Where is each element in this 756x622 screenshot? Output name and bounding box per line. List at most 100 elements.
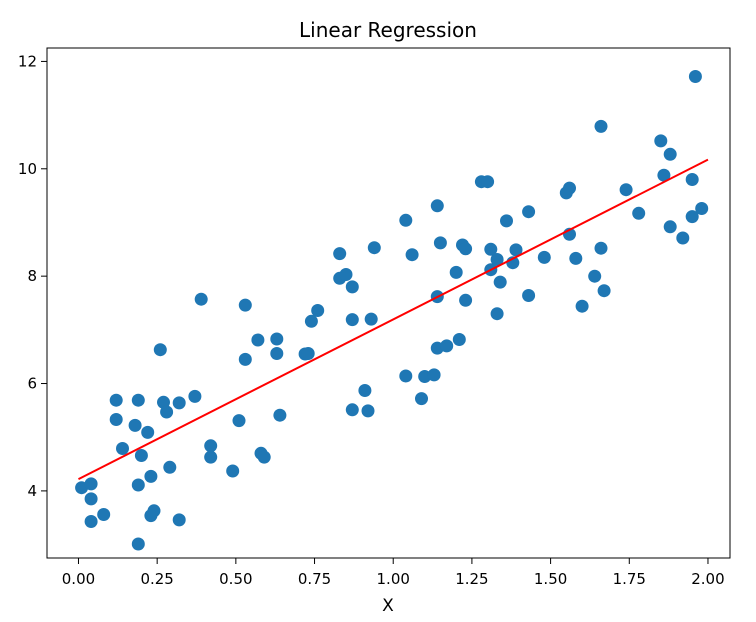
- regression-line-layer: [78, 158, 709, 480]
- data-point-90: [632, 206, 646, 220]
- data-point-71: [490, 253, 504, 266]
- x-axis-ticks: 0.00 0.25 0.50 0.75 1.00 1.25 1.50 1.75 2.00: [62, 558, 725, 588]
- data-point-62: [449, 265, 463, 279]
- data-point-77: [522, 205, 536, 219]
- data-point-19: [160, 405, 174, 419]
- data-point-73: [493, 275, 507, 289]
- data-point-13: [141, 425, 155, 439]
- data-point-17: [153, 343, 167, 357]
- data-point-23: [188, 389, 202, 403]
- data-point-3: [84, 515, 98, 528]
- data-point-87: [594, 119, 608, 133]
- data-point-30: [238, 352, 252, 366]
- data-point-92: [657, 168, 671, 182]
- data-point-51: [399, 213, 413, 227]
- data-point-38: [301, 347, 315, 360]
- regression-line: [78, 158, 709, 480]
- data-point-40: [311, 304, 325, 317]
- data-point-98: [688, 70, 702, 83]
- data-point-96: [685, 173, 699, 186]
- data-point-5: [109, 393, 123, 407]
- data-point-50: [367, 241, 381, 255]
- data-point-24: [194, 292, 208, 306]
- x-tick-label: 1.25: [455, 570, 488, 588]
- data-point-12: [134, 449, 148, 462]
- data-point-78: [522, 289, 536, 302]
- x-tick-label: 0.75: [298, 570, 331, 588]
- data-point-79: [537, 250, 551, 264]
- data-point-35: [270, 347, 284, 360]
- data-point-33: [257, 450, 271, 464]
- data-point-56: [427, 368, 441, 382]
- data-point-25: [204, 439, 218, 453]
- data-point-83: [569, 251, 583, 265]
- data-point-21: [172, 396, 186, 410]
- data-point-36: [273, 408, 287, 422]
- x-tick-label: 2.00: [691, 570, 724, 588]
- data-point-47: [358, 384, 372, 397]
- data-point-6: [109, 413, 123, 426]
- chart-title: Linear Regression: [299, 18, 477, 42]
- x-tick-label: 0.00: [62, 570, 95, 588]
- data-point-68: [481, 175, 495, 189]
- data-point-53: [405, 248, 419, 262]
- data-point-28: [232, 414, 246, 428]
- data-point-69: [484, 242, 498, 256]
- y-tick-label: 6: [27, 375, 37, 393]
- x-tick-label: 0.25: [140, 570, 173, 588]
- data-point-91: [654, 134, 668, 148]
- data-point-84: [575, 299, 589, 313]
- data-point-89: [619, 183, 633, 197]
- data-point-65: [459, 242, 473, 256]
- data-point-76: [509, 243, 523, 257]
- data-point-97: [685, 210, 699, 224]
- y-tick-label: 12: [18, 52, 37, 70]
- data-point-27: [226, 464, 240, 478]
- x-axis-label: X: [382, 596, 394, 616]
- data-point-72: [490, 307, 504, 321]
- data-point-2: [84, 492, 98, 506]
- y-tick-label: 8: [27, 267, 37, 285]
- data-point-44: [345, 280, 359, 294]
- y-tick-label: 4: [27, 482, 37, 500]
- data-point-54: [415, 392, 428, 406]
- data-point-81: [563, 181, 576, 195]
- data-point-49: [364, 312, 378, 326]
- data-point-63: [452, 333, 466, 346]
- data-point-29: [238, 298, 252, 312]
- data-point-1: [84, 477, 98, 491]
- data-point-66: [459, 293, 473, 307]
- data-point-57: [430, 199, 444, 213]
- x-tick-label: 1.75: [613, 570, 646, 588]
- data-point-7: [116, 442, 129, 455]
- y-axis-ticks: 4 6 8 10 12: [18, 52, 47, 500]
- data-point-41: [333, 247, 347, 261]
- data-point-46: [345, 403, 359, 417]
- data-point-4: [97, 508, 111, 521]
- data-point-34: [270, 332, 284, 346]
- data-point-95: [676, 231, 690, 245]
- data-point-16: [144, 509, 158, 523]
- data-point-86: [594, 241, 608, 255]
- x-tick-label: 1.50: [534, 570, 567, 588]
- data-points: [75, 70, 709, 551]
- data-point-99: [695, 202, 709, 215]
- data-point-94: [663, 220, 677, 234]
- data-point-20: [163, 460, 177, 474]
- data-point-74: [500, 214, 513, 228]
- data-point-9: [131, 393, 145, 407]
- data-point-10: [131, 478, 145, 492]
- data-point-22: [172, 513, 186, 527]
- data-point-26: [204, 450, 218, 464]
- data-point-31: [251, 333, 265, 347]
- data-point-60: [433, 236, 447, 250]
- data-point-39: [304, 314, 318, 328]
- data-point-93: [663, 147, 677, 161]
- data-point-14: [144, 469, 158, 483]
- y-axis-label: y: [0, 302, 1, 312]
- data-point-52: [399, 369, 413, 383]
- data-point-8: [128, 418, 142, 432]
- data-point-45: [345, 313, 359, 327]
- data-point-88: [597, 284, 611, 298]
